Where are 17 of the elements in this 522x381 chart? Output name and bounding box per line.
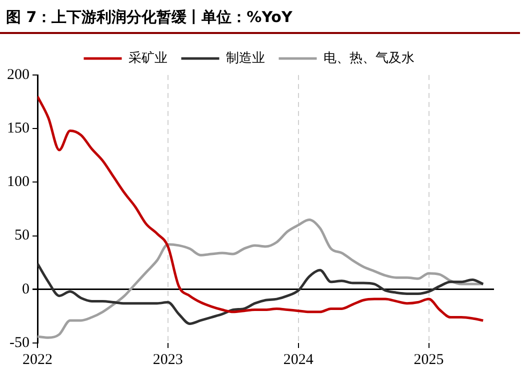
- legend-label: 制造业: [226, 50, 265, 66]
- line-series: [38, 218, 484, 339]
- y-tick-label: 0: [22, 281, 30, 298]
- chart-title: 图 7：上下游利润分化暂缓丨单位：%YoY: [0, 0, 520, 34]
- legend-label: 电、热、气及水: [323, 50, 414, 66]
- line-series: [38, 95, 484, 322]
- legend-label: 采矿业: [128, 50, 168, 66]
- x-tick-label: 2023: [152, 352, 183, 368]
- x-tick-label: 2024: [283, 352, 314, 368]
- line-series: [38, 262, 484, 325]
- x-tick-label: 2025: [414, 352, 444, 368]
- y-tick-label: 100: [7, 174, 30, 190]
- x-tick-label: 2022: [22, 352, 52, 368]
- y-tick-label: 50: [14, 228, 30, 244]
- y-tick-label: 150: [7, 120, 30, 137]
- y-tick-label: -50: [10, 334, 30, 351]
- y-tick-label: 200: [7, 66, 30, 83]
